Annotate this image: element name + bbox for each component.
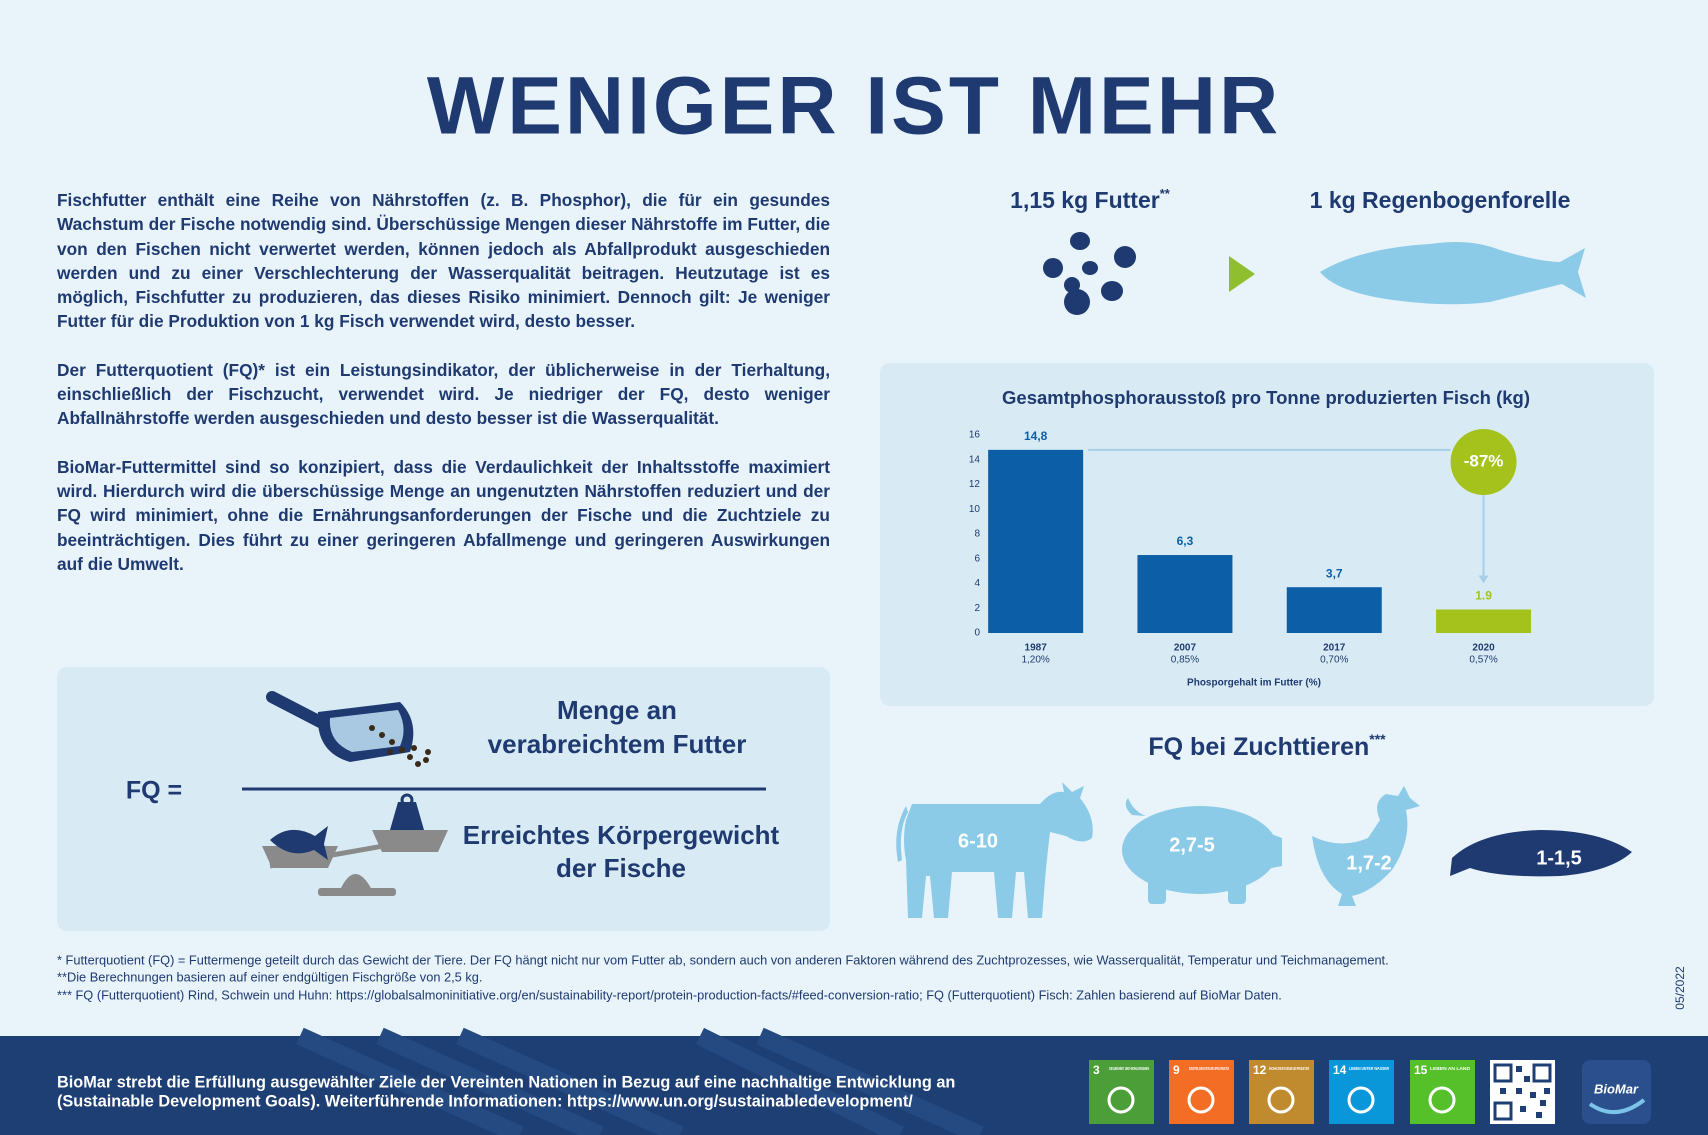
formula-panel bbox=[57, 667, 830, 931]
sdg-label: NACHHALTIGE/R KONSUM UND PRODUKTION bbox=[1269, 1066, 1309, 1071]
y-tick-label: 6 bbox=[974, 553, 980, 564]
y-tick-label: 14 bbox=[969, 454, 981, 465]
footnote: *** FQ (Futterquotient) Rind, Schwein un… bbox=[57, 987, 1282, 1002]
sdg-label: GESUNDHEIT UND WOHLERGEHEN bbox=[1109, 1066, 1149, 1071]
footer-pattern bbox=[296, 1027, 984, 1135]
value-label: 1.9 bbox=[1475, 589, 1492, 603]
x-sublabel: 0,85% bbox=[1171, 655, 1199, 666]
y-tick-label: 16 bbox=[969, 430, 981, 441]
x-sublabel: 1,20% bbox=[1021, 655, 1049, 666]
sdg-number: 15 bbox=[1414, 1063, 1428, 1077]
fq-value: 2,7-5 bbox=[1169, 834, 1215, 856]
pig bbox=[1122, 798, 1282, 904]
fish-label: 1 kg Regenbogenforelle bbox=[1310, 187, 1571, 213]
pellets bbox=[1043, 232, 1136, 315]
x-tick-label: 2007 bbox=[1174, 643, 1197, 654]
scale-icon bbox=[262, 793, 448, 896]
sdg-symbol bbox=[1347, 1086, 1375, 1114]
date: 05/2022 bbox=[1673, 966, 1687, 1010]
paragraph: BioMar-Futtermittel sind so konzipiert, … bbox=[57, 456, 830, 574]
x-tick-label: 1987 bbox=[1025, 643, 1048, 654]
feed-note: ** bbox=[1160, 186, 1171, 201]
footnote: * Futterquotient (FQ) = Futtermenge gete… bbox=[57, 952, 1389, 967]
feed-text: 1,15 kg Futter bbox=[1010, 187, 1160, 213]
value-label: 3,7 bbox=[1326, 566, 1343, 580]
x-axis-label: Phosporgehalt im Futter (%) bbox=[1187, 678, 1321, 689]
y-tick-label: 4 bbox=[974, 578, 980, 589]
feed-label: 1,15 kg Futter** bbox=[1010, 186, 1171, 213]
cow bbox=[896, 782, 1093, 918]
value-label: 6,3 bbox=[1177, 534, 1194, 548]
sdg-symbol bbox=[1267, 1086, 1295, 1114]
reduction-badge bbox=[1450, 429, 1517, 495]
footnote: **Die Berechnungen basieren auf einer en… bbox=[57, 969, 482, 984]
y-tick-label: 0 bbox=[974, 628, 980, 639]
paragraph: Fischfutter enthält eine Reihe von Nährs… bbox=[57, 190, 830, 332]
page-title: WENIGER IST MEHR bbox=[427, 61, 1281, 152]
animals-title: FQ bei Zuchttieren*** bbox=[1148, 731, 1386, 761]
x-tick-label: 2020 bbox=[1472, 643, 1495, 654]
value-label: 14,8 bbox=[1024, 429, 1048, 443]
sdg-label: LEBEN AN LAND bbox=[1430, 1066, 1470, 1071]
chicken bbox=[1312, 786, 1420, 906]
sdg-symbol bbox=[1187, 1086, 1215, 1114]
logo: BioMar bbox=[1594, 1081, 1639, 1096]
footer-text: BioMar strebt die Erfüllung ausgewählter… bbox=[57, 1073, 955, 1091]
sdg-number: 14 bbox=[1333, 1063, 1347, 1077]
trout bbox=[1320, 242, 1586, 305]
sdg-label: LEBEN UNTER WASSER bbox=[1349, 1066, 1389, 1071]
fish bbox=[1450, 830, 1632, 877]
numerator-line: verabreichtem Futter bbox=[488, 729, 747, 759]
sdg-icons: 3 GESUNDHEIT UND WOHLERGEHEN 9 INDUSTRIE, I… bbox=[1089, 1060, 1475, 1124]
paragraph: Der Futterquotient (FQ)* ist ein Leistun… bbox=[57, 359, 830, 429]
chart-title: Gesamtphosphorausstoß pro Tonne produzie… bbox=[1002, 387, 1530, 408]
intro-text: Fischfutter enthält eine Reihe von Nährs… bbox=[57, 188, 830, 600]
arrow-head bbox=[1478, 575, 1489, 584]
fq-value: 6-10 bbox=[958, 830, 998, 852]
sdg-symbol bbox=[1428, 1086, 1456, 1114]
x-tick-label: 2017 bbox=[1323, 643, 1346, 654]
footer-text: (Sustainable Development Goals). Weiterf… bbox=[57, 1092, 913, 1110]
sdg-symbol bbox=[1107, 1086, 1135, 1114]
bar bbox=[1436, 609, 1532, 633]
bar bbox=[1286, 587, 1382, 633]
x-sublabel: 0,70% bbox=[1320, 655, 1348, 666]
denominator-line: Erreichtes Körpergewicht bbox=[463, 820, 780, 850]
sdg-number: 3 bbox=[1093, 1063, 1100, 1077]
animals-title-text: FQ bei Zuchttieren bbox=[1148, 733, 1369, 761]
sdg-label: INDUSTRIE, INNOVATION UND INFRASTRUKTUR bbox=[1189, 1066, 1229, 1071]
y-tick-label: 2 bbox=[974, 603, 980, 614]
animals-title-note: *** bbox=[1369, 731, 1386, 747]
arrow bbox=[1229, 256, 1255, 292]
scoop-icon bbox=[266, 691, 431, 767]
fq-value: 1,7-2 bbox=[1346, 852, 1392, 874]
sdg-number: 9 bbox=[1173, 1063, 1180, 1077]
bar bbox=[1137, 555, 1233, 633]
qr-code bbox=[1490, 1060, 1555, 1124]
y-tick-label: 12 bbox=[969, 479, 981, 490]
fq-lhs: FQ = bbox=[126, 777, 182, 805]
fq-value: 1-1,5 bbox=[1536, 847, 1582, 869]
sdg-number: 12 bbox=[1253, 1063, 1267, 1077]
bar bbox=[988, 449, 1084, 633]
y-tick-label: 10 bbox=[969, 504, 981, 515]
numerator-line: Menge an bbox=[557, 695, 677, 725]
reduction-label: -87% bbox=[1464, 451, 1504, 470]
logo-wave bbox=[1588, 1098, 1646, 1114]
x-sublabel: 0,57% bbox=[1469, 655, 1497, 666]
denominator-line: der Fische bbox=[556, 853, 686, 883]
y-tick-label: 8 bbox=[974, 529, 980, 540]
